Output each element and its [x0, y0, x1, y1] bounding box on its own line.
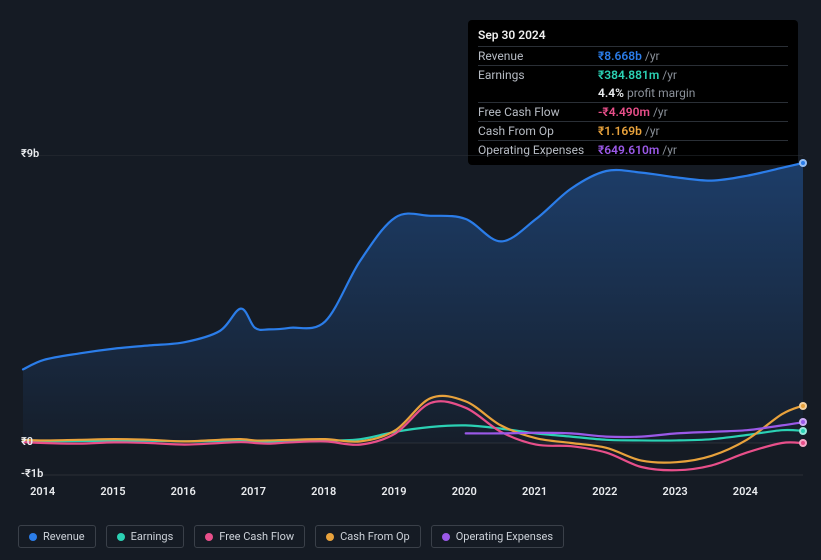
legend-item-earnings[interactable]: Earnings	[106, 525, 185, 548]
tooltip-metric-unit: /yr	[662, 68, 677, 82]
tooltip-date: Sep 30 2024	[478, 26, 788, 46]
tooltip-metric-label: Revenue	[478, 49, 598, 63]
legend-swatch	[326, 533, 334, 541]
series-end-marker	[799, 418, 807, 426]
tooltip-metric-unit: /yr	[645, 49, 660, 63]
financial-chart[interactable]: ₹9b₹0-₹1b 201420152016201720182019202020…	[18, 155, 804, 510]
x-axis-label: 2020	[452, 485, 477, 498]
tooltip-metric-value: ₹1.169b	[598, 124, 642, 138]
x-axis-label: 2015	[100, 485, 125, 498]
x-axis-label: 2018	[311, 485, 336, 498]
legend-label: Revenue	[43, 530, 85, 543]
y-axis-label: ₹0	[21, 435, 33, 448]
tooltip-metric-unit: profit margin	[627, 86, 695, 100]
tooltip-row: Earnings₹384.881m/yr	[478, 65, 788, 84]
tooltip-metric-value: ₹384.881m	[598, 68, 659, 82]
chart-canvas	[18, 155, 803, 500]
x-axis-label: 2021	[522, 485, 547, 498]
tooltip-metric-value: 4.4%	[598, 86, 624, 100]
y-axis-label: -₹1b	[21, 467, 43, 480]
tooltip-metric-value: ₹8.668b	[598, 49, 642, 63]
legend-item-revenue[interactable]: Revenue	[18, 525, 96, 548]
tooltip-row: Free Cash Flow-₹4.490m/yr	[478, 102, 788, 121]
x-axis-label: 2019	[381, 485, 406, 498]
tooltip-row: Revenue₹8.668b/yr	[478, 46, 788, 65]
tooltip-metric-unit: /yr	[645, 124, 660, 138]
legend-label: Earnings	[131, 530, 174, 543]
legend-swatch	[442, 533, 450, 541]
tooltip-metric-label: Earnings	[478, 68, 598, 82]
series-end-marker	[799, 439, 807, 447]
legend-label: Cash From Op	[340, 530, 410, 543]
legend-swatch	[205, 533, 213, 541]
x-axis-label: 2017	[241, 485, 266, 498]
y-axis-label: ₹9b	[21, 147, 39, 160]
legend-swatch	[117, 533, 125, 541]
x-axis-label: 2014	[30, 485, 55, 498]
legend-label: Free Cash Flow	[219, 530, 294, 543]
x-axis-label: 2022	[592, 485, 617, 498]
series-end-marker	[799, 159, 807, 167]
chart-tooltip: Sep 30 2024 Revenue₹8.668b/yrEarnings₹38…	[468, 20, 798, 165]
x-axis-label: 2024	[733, 485, 758, 498]
tooltip-metric-value: -₹4.490m	[598, 105, 650, 119]
chart-legend: Revenue Earnings Free Cash Flow Cash From O…	[18, 525, 564, 548]
legend-item-opex[interactable]: Operating Expenses	[431, 525, 564, 548]
tooltip-metric-label	[478, 86, 598, 100]
legend-label: Operating Expenses	[456, 530, 553, 543]
tooltip-metric-label: Cash From Op	[478, 124, 598, 138]
tooltip-metric-label: Free Cash Flow	[478, 105, 598, 119]
series-end-marker	[799, 402, 807, 410]
x-axis-label: 2016	[171, 485, 196, 498]
tooltip-row: 4.4%profit margin	[478, 84, 788, 102]
tooltip-metric-unit: /yr	[653, 105, 668, 119]
tooltip-row: Cash From Op₹1.169b/yr	[478, 121, 788, 140]
x-axis-label: 2023	[663, 485, 688, 498]
legend-item-cash_from_op[interactable]: Cash From Op	[315, 525, 421, 548]
legend-swatch	[29, 533, 37, 541]
legend-item-fcf[interactable]: Free Cash Flow	[194, 525, 305, 548]
series-end-marker	[799, 427, 807, 435]
